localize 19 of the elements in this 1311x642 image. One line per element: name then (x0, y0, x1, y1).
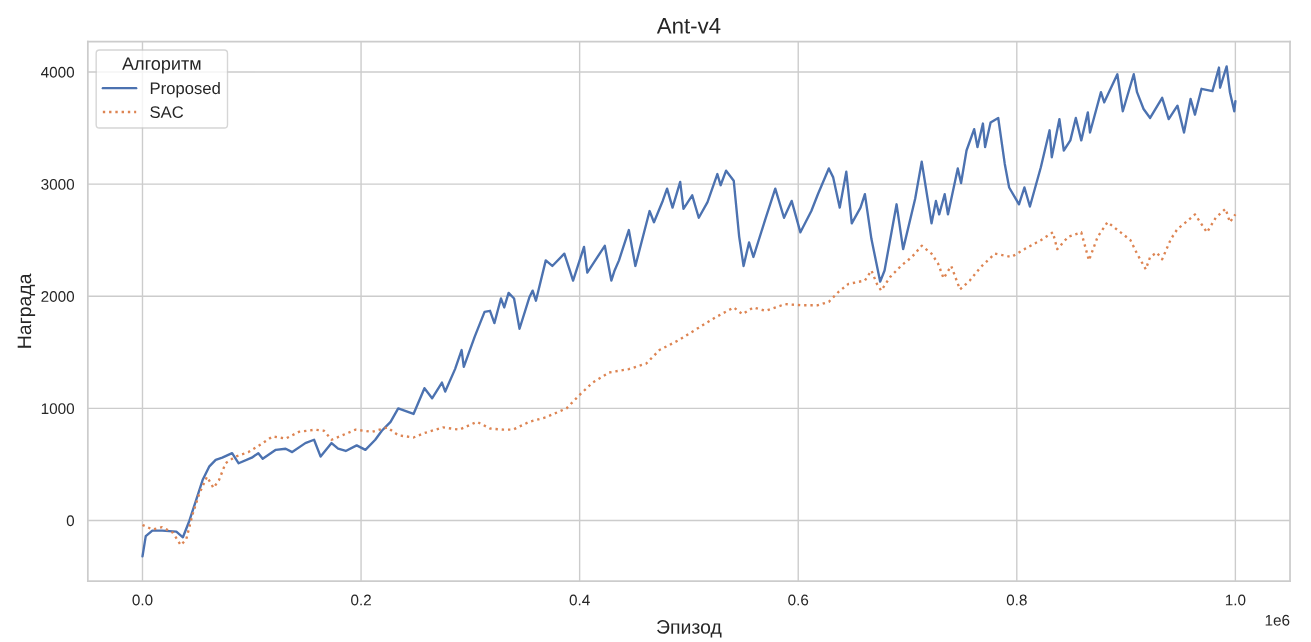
chart-title: Ant-v4 (656, 18, 721, 34)
x-tick-label: 0.2 (351, 594, 371, 606)
line-series (141, 207, 1237, 547)
x-tick-label: 1.0 (1225, 594, 1246, 606)
y-tick-label: 4000 (41, 66, 75, 78)
y-tick-label: 2000 (41, 291, 75, 302)
legend-title: Алгоритм (122, 57, 201, 74)
legend-label: SAC (150, 106, 184, 119)
y-tick-label: 0 (66, 515, 75, 527)
y-tick-label: 1000 (41, 403, 75, 415)
x-tick-label: 0.8 (1006, 594, 1027, 606)
y-tick-label: 3000 (41, 178, 75, 190)
legend-label: Proposed (150, 81, 220, 98)
y-axis-title: Награда (17, 273, 36, 348)
x-tick-label: 0.0 (132, 594, 153, 606)
x-axis-title: Эпизод (657, 620, 722, 638)
x-tick-label: 0.4 (569, 594, 590, 606)
x-tick-label: 0.6 (788, 594, 809, 606)
text: 1e6 (1265, 614, 1290, 626)
